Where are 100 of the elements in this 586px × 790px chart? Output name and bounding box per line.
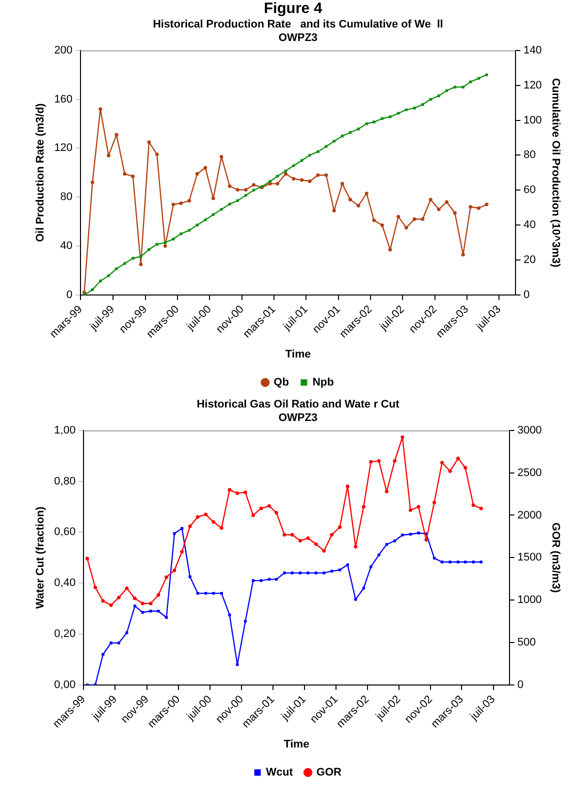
point <box>244 620 247 623</box>
y2-tick-label: 100 <box>523 114 542 126</box>
y2-tick-label: 120 <box>523 79 542 92</box>
point <box>445 89 448 92</box>
point <box>346 484 350 488</box>
point <box>140 602 144 606</box>
point <box>123 262 126 265</box>
point <box>290 532 294 537</box>
point <box>432 556 436 560</box>
point <box>106 154 110 158</box>
point <box>156 593 160 597</box>
y2-tick-label: 20 <box>523 254 536 266</box>
point <box>400 435 404 440</box>
point <box>372 218 376 222</box>
point <box>393 539 396 542</box>
point <box>172 238 175 240</box>
point <box>480 560 482 564</box>
point <box>362 504 366 509</box>
point <box>195 172 199 176</box>
point <box>468 205 472 209</box>
point <box>268 578 271 581</box>
point <box>477 76 480 80</box>
y2-tick-label: 0 <box>517 678 524 691</box>
point <box>252 183 256 187</box>
point <box>404 226 408 230</box>
point <box>479 506 483 510</box>
point <box>196 515 200 519</box>
point <box>314 542 318 546</box>
point <box>332 140 336 143</box>
point <box>464 560 467 564</box>
y-tick-label: 80 <box>60 191 73 204</box>
point <box>90 180 94 184</box>
point <box>138 262 143 266</box>
point <box>180 232 182 236</box>
point <box>298 538 302 543</box>
point <box>378 553 380 556</box>
point <box>362 586 366 590</box>
legend-label: Qb <box>274 376 290 389</box>
point <box>107 274 110 278</box>
point <box>364 192 368 196</box>
chart-title: Historical Production Rate and its Cumulative of We ll <box>152 18 444 31</box>
point <box>330 532 334 537</box>
y2-tick-label: 80 <box>523 149 536 162</box>
point <box>267 504 272 508</box>
point <box>388 115 392 118</box>
point <box>133 604 136 608</box>
point <box>380 223 384 228</box>
point <box>456 456 460 460</box>
point <box>388 248 392 252</box>
y-tick-label: 0,40 <box>54 577 76 590</box>
y-tick-label: 0,80 <box>54 475 76 488</box>
y-tick-label: 0,60 <box>54 526 76 538</box>
point <box>306 536 310 540</box>
point <box>436 208 441 212</box>
y2-tick-label: 3000 <box>517 424 542 436</box>
y-tick-label: 0,00 <box>54 678 76 691</box>
point <box>324 145 328 148</box>
point <box>408 508 412 512</box>
point <box>365 122 368 126</box>
point <box>380 117 384 120</box>
point <box>356 204 360 208</box>
point <box>228 202 232 206</box>
point <box>300 159 304 162</box>
point <box>115 267 118 270</box>
point <box>340 182 344 186</box>
point <box>220 526 224 530</box>
point <box>204 218 207 222</box>
point <box>284 170 288 172</box>
point <box>93 586 98 590</box>
point <box>172 568 176 572</box>
point <box>98 107 102 111</box>
point <box>220 208 223 211</box>
point <box>236 663 239 666</box>
point <box>188 524 192 528</box>
point <box>369 565 372 568</box>
point <box>437 94 440 98</box>
point <box>85 556 90 560</box>
point <box>282 532 286 537</box>
point <box>211 196 216 200</box>
point <box>340 134 344 138</box>
point <box>228 488 232 492</box>
point <box>324 173 328 177</box>
point <box>354 544 358 548</box>
point <box>155 152 159 156</box>
point <box>284 172 288 176</box>
y-tick-label: 40 <box>60 240 73 252</box>
point <box>172 202 176 206</box>
point <box>385 543 388 546</box>
point <box>236 188 240 192</box>
chart-title: Historical Gas Oil Ratio and Wate r Cut <box>196 398 400 411</box>
y-tick-label: 120 <box>54 142 73 154</box>
point <box>131 174 135 178</box>
point <box>392 459 397 463</box>
x-axis-title: Time <box>285 348 311 360</box>
y2-tick-label: 0 <box>523 288 530 301</box>
point <box>132 256 134 260</box>
point <box>484 202 488 206</box>
point <box>409 532 412 536</box>
point <box>412 217 416 221</box>
point <box>251 513 255 518</box>
